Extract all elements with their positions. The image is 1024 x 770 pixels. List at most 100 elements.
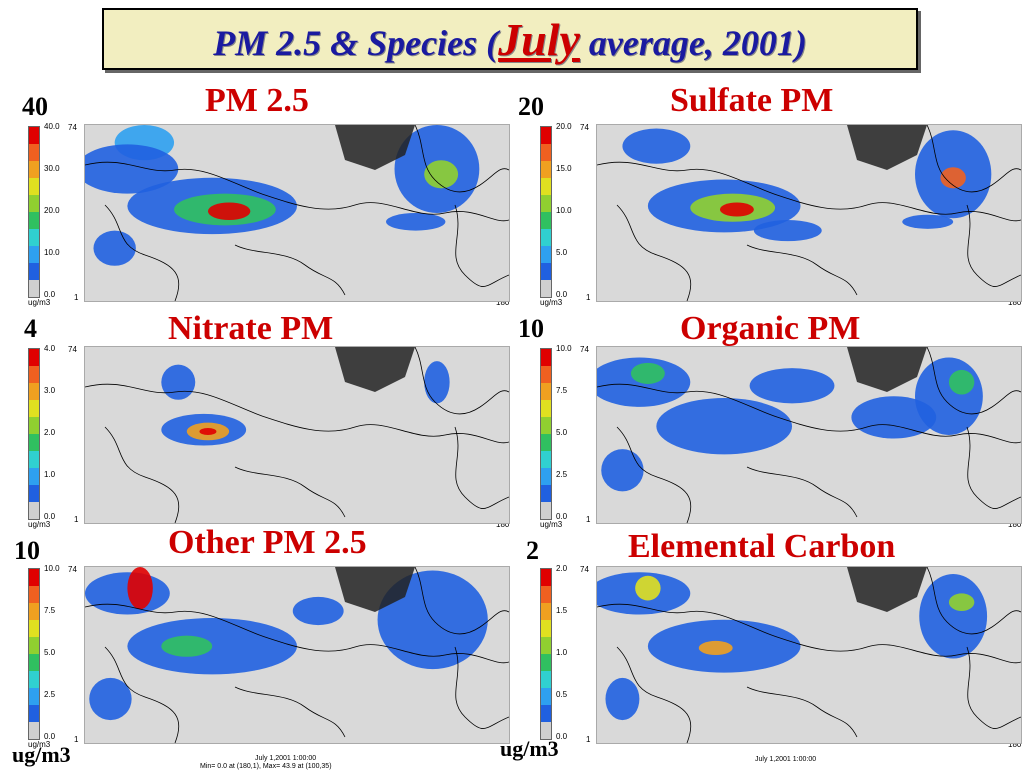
map-drawing: [597, 347, 1021, 523]
coastline: [414, 347, 509, 415]
legend-tick-label: 5.0: [44, 648, 56, 657]
legend-swatch: [541, 485, 551, 502]
page-title: PM 2.5 & Species (July average, 2001): [213, 13, 807, 66]
map-drawing: [85, 347, 509, 523]
concentration-plume: [605, 677, 640, 721]
axis-right-label: 180: [1008, 520, 1022, 529]
legend-swatch: [541, 586, 551, 603]
legend-swatch: [541, 688, 551, 705]
legend-swatch: [29, 246, 39, 263]
concentration-plume: [656, 398, 793, 455]
panel-title: Sulfate PM: [670, 82, 834, 119]
legend-swatch: [541, 722, 551, 739]
legend-tick-label: 10.0: [44, 564, 60, 573]
legend-unit-label: ug/m3: [28, 520, 51, 529]
axis-right-label: 180: [496, 520, 510, 529]
scale-max-label: 10: [518, 314, 544, 343]
axis-top-label: 74: [580, 123, 589, 132]
axis-right-label: 180: [1008, 298, 1022, 307]
concentration-plume: [915, 357, 983, 435]
color-legend: [28, 568, 40, 740]
units-label-left: ug/m3: [12, 742, 71, 767]
legend-swatch: [541, 468, 551, 485]
concentration-map: [84, 566, 510, 744]
legend-swatch: [541, 603, 551, 620]
landmass-dark: [847, 567, 927, 612]
coastline: [597, 383, 1021, 444]
axis-right-label: 180: [496, 298, 510, 307]
panel-title: Nitrate PM: [168, 310, 334, 347]
legend-swatch: [29, 263, 39, 280]
legend-swatch: [541, 620, 551, 637]
axis-top-label: 74: [580, 345, 589, 354]
axis-bottom-label: 1: [586, 735, 591, 744]
axis-top-label: 74: [68, 345, 77, 354]
concentration-plume: [85, 144, 179, 194]
legend-swatch: [541, 400, 551, 417]
concentration-plume: [919, 574, 988, 659]
legend-tick-label: 10.0: [556, 206, 572, 215]
color-legend: [540, 126, 552, 298]
concentration-plume: [698, 640, 733, 655]
legend-swatch: [29, 603, 39, 620]
legend-swatch: [541, 144, 551, 161]
coastline: [85, 161, 509, 222]
concentration-map: [84, 346, 510, 524]
coastline: [85, 603, 509, 664]
legend-swatch: [29, 705, 39, 722]
coastline: [746, 466, 858, 518]
scale-max-label: 20: [518, 92, 544, 121]
concentration-map: [596, 346, 1022, 524]
legend-swatch: [541, 349, 551, 366]
legend-swatch: [541, 161, 551, 178]
legend-unit-label: ug/m3: [28, 740, 51, 749]
legend-tick-label: 20.0: [44, 206, 60, 215]
legend-swatch: [541, 212, 551, 229]
axis-bottom-label: 1: [74, 293, 79, 302]
legend-swatch: [541, 654, 551, 671]
concentration-plume: [93, 230, 136, 266]
color-legend: [540, 348, 552, 520]
legend-tick-label: 4.0: [44, 344, 56, 353]
concentration-plume: [635, 575, 661, 601]
concentration-plume: [851, 396, 937, 439]
legend-unit-label: ug/m3: [540, 298, 563, 307]
scale-max-label: 40: [22, 92, 48, 121]
legend-swatch: [29, 688, 39, 705]
concentration-plume: [622, 128, 691, 164]
landmass-dark: [335, 347, 415, 392]
legend-tick-label: 0.0: [556, 290, 568, 299]
legend-swatch: [29, 434, 39, 451]
landmass-dark: [335, 125, 415, 170]
axis-bottom-label: 1: [74, 735, 79, 744]
coastline: [926, 347, 1021, 415]
legend-swatch: [541, 263, 551, 280]
color-legend: [28, 126, 40, 298]
legend-swatch: [29, 620, 39, 637]
legend-swatch: [29, 586, 39, 603]
legend-unit-label: ug/m3: [540, 520, 563, 529]
panel-title: Organic PM: [680, 310, 861, 347]
legend-swatch: [29, 654, 39, 671]
legend-swatch: [29, 637, 39, 654]
concentration-plume: [89, 677, 132, 721]
color-legend: [28, 348, 40, 520]
legend-tick-label: 15.0: [556, 164, 572, 173]
concentration-plume: [630, 362, 665, 384]
concentration-plume: [85, 572, 170, 615]
coastline: [104, 204, 180, 301]
legend-swatch: [29, 349, 39, 366]
coastline: [746, 244, 858, 296]
legend-swatch: [29, 671, 39, 688]
legend-swatch: [29, 383, 39, 400]
landmass-dark: [847, 125, 927, 170]
legend-swatch: [29, 569, 39, 586]
legend-tick-label: 7.5: [44, 606, 56, 615]
legend-tick-label: 30.0: [44, 164, 60, 173]
legend-tick-label: 0.0: [44, 512, 56, 521]
legend-tick-label: 5.0: [556, 428, 568, 437]
coastline: [104, 646, 180, 743]
scale-max-label: 2: [526, 536, 539, 565]
coastline: [616, 426, 692, 523]
coastline: [926, 567, 1021, 635]
